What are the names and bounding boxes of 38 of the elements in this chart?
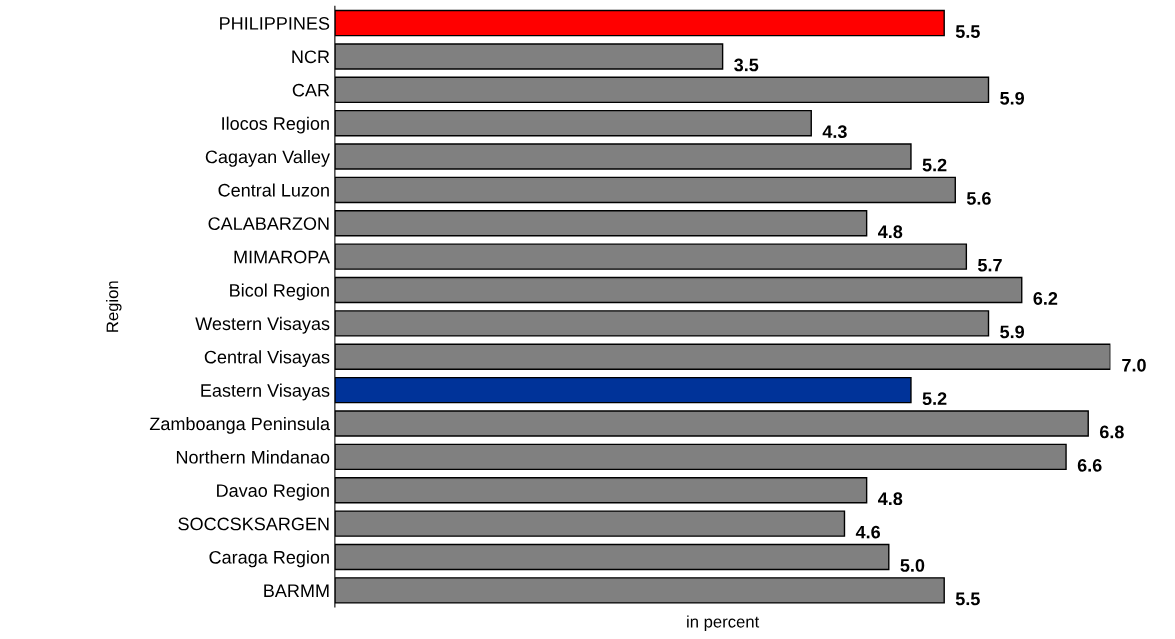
data-label: 5.7 <box>977 258 1002 272</box>
data-label: 4.8 <box>878 225 903 239</box>
y-tick-label: CAR <box>292 83 330 97</box>
data-label: 5.0 <box>900 559 925 572</box>
data-label: 4.8 <box>878 492 903 506</box>
y-tick-label: Western Visayas <box>195 316 330 334</box>
y-tick-label: Central Visayas <box>204 350 330 368</box>
y-tick-label: Davao Region <box>217 483 329 501</box>
data-label: 4.3 <box>822 125 847 139</box>
data-label: 6.8 <box>1099 425 1124 439</box>
y-tick-label: MIMAROPA <box>234 250 330 264</box>
y-tick-label: BARMM <box>264 584 329 597</box>
data-label: 5.9 <box>1000 325 1025 339</box>
data-label: 5.5 <box>955 25 980 38</box>
data-label: 6.2 <box>1033 292 1058 305</box>
data-label: 4.6 <box>855 525 881 539</box>
y-tick-label: Eastern Visayas <box>201 383 330 401</box>
y-tick-label: Bicol Region <box>230 283 329 301</box>
data-label: 5.6 <box>966 192 991 205</box>
data-label: 5.5 <box>955 592 980 606</box>
y-tick-label: Northern Mindanao <box>176 450 330 464</box>
data-label: 3.5 <box>734 58 759 72</box>
y-tick-label: Central Luzon <box>218 183 329 197</box>
y-tick-label: NCR <box>292 50 330 64</box>
y-tick-label: SOCCSKSARGEN <box>178 517 329 531</box>
data-label: 7.0 <box>1122 358 1146 372</box>
data-label: 5.2 <box>922 392 947 405</box>
y-axis-title: Region <box>106 281 122 332</box>
y-tick-label: PHILIPPINES <box>220 17 330 30</box>
data-label: 6.6 <box>1077 458 1102 472</box>
y-tick-label: Zamboanga Peninsula <box>149 416 331 434</box>
data-label: 5.2 <box>922 158 947 172</box>
y-tick-label: Caraga Region <box>209 550 329 568</box>
x-axis-title: in percent <box>687 615 760 631</box>
data-label: 5.9 <box>1000 91 1025 105</box>
y-tick-label: Cagayan Valley <box>205 150 330 167</box>
y-tick-label: Ilocos Region <box>222 116 329 134</box>
y-tick-label: CALABARZON <box>208 217 329 231</box>
